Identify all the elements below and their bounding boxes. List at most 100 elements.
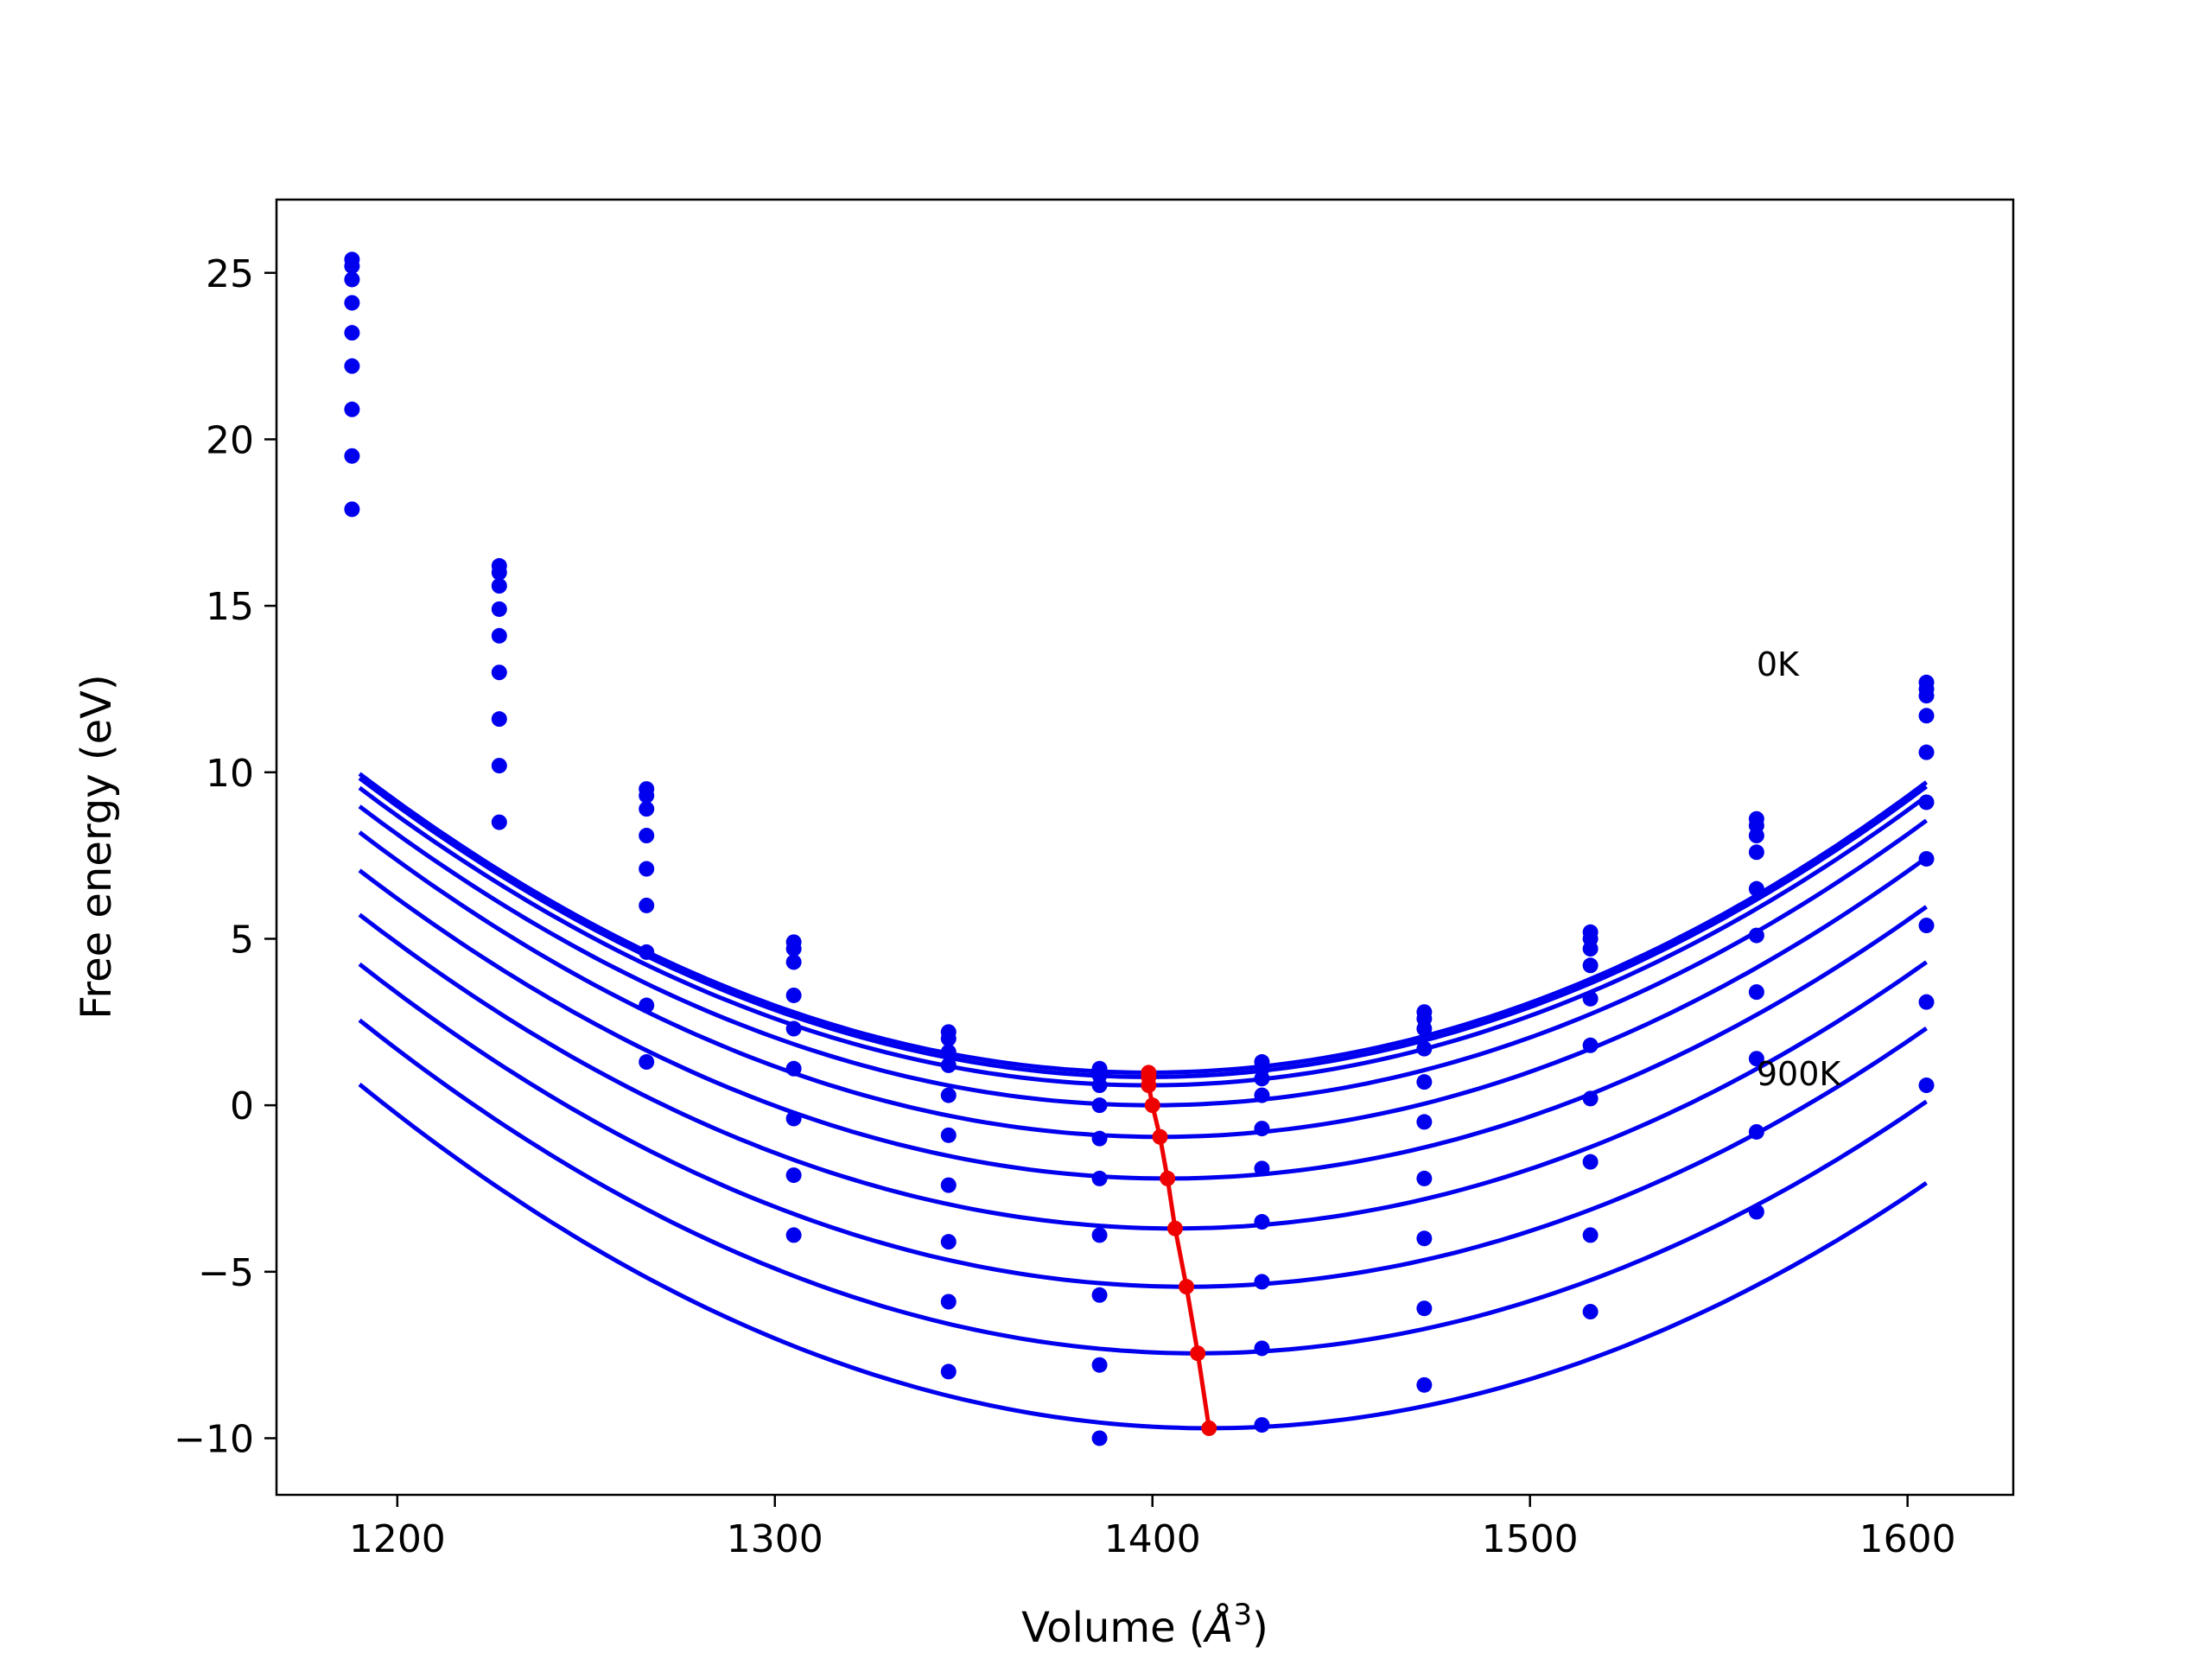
data-point xyxy=(639,801,655,817)
data-point xyxy=(1748,880,1764,897)
data-point xyxy=(1091,1097,1108,1114)
data-point xyxy=(1091,1430,1108,1446)
data-point xyxy=(1254,1274,1270,1290)
x-tick-label: 1600 xyxy=(1859,1517,1956,1561)
data-points xyxy=(344,251,1935,1446)
data-point xyxy=(1416,1300,1433,1317)
data-point xyxy=(1416,1376,1433,1393)
fit-curve-9 xyxy=(358,1083,1928,1431)
x-tick-label: 1400 xyxy=(1104,1517,1201,1561)
data-point xyxy=(639,897,655,913)
data-point xyxy=(639,944,655,960)
x-tick-label: 1300 xyxy=(727,1517,823,1561)
data-point xyxy=(491,578,507,594)
data-point xyxy=(344,501,360,518)
data-point xyxy=(491,627,507,644)
data-point xyxy=(785,954,802,970)
data-point xyxy=(1254,1340,1270,1357)
fit-curve-3 xyxy=(358,804,1928,1108)
data-point xyxy=(491,664,507,681)
data-point xyxy=(1918,688,1935,704)
data-point xyxy=(344,325,360,341)
data-point xyxy=(639,1054,655,1071)
fit-curve-4 xyxy=(358,830,1928,1140)
data-point xyxy=(1091,1170,1108,1186)
data-point xyxy=(785,987,802,1003)
fit-curve-5 xyxy=(358,868,1928,1181)
y-axis-label: Free energy (eV) xyxy=(73,674,121,1019)
data-point xyxy=(344,448,360,464)
data-point xyxy=(1091,1287,1108,1303)
minimum-point xyxy=(1201,1420,1217,1436)
data-point xyxy=(940,1087,957,1103)
data-point xyxy=(940,1294,957,1310)
data-point xyxy=(1254,1160,1270,1177)
data-point xyxy=(785,1020,802,1037)
data-point xyxy=(1918,994,1935,1010)
data-point xyxy=(1254,1071,1270,1087)
data-point xyxy=(491,814,507,830)
y-tick-label: 15 xyxy=(206,585,254,629)
data-point xyxy=(1748,844,1764,861)
data-point xyxy=(1091,1077,1108,1094)
data-point xyxy=(785,1110,802,1127)
data-point xyxy=(1582,941,1599,957)
fit-curve-6 xyxy=(358,912,1928,1231)
data-point xyxy=(940,1031,957,1047)
data-point xyxy=(1254,1087,1270,1103)
x-axis-label: Volume (Å3) xyxy=(1021,1598,1268,1652)
minimum-point xyxy=(1160,1170,1176,1186)
data-point xyxy=(1748,984,1764,1001)
data-point xyxy=(1091,1357,1108,1373)
data-point xyxy=(639,997,655,1014)
data-point xyxy=(785,941,802,957)
minimum-point xyxy=(1144,1097,1160,1114)
data-point xyxy=(1918,850,1935,867)
data-point xyxy=(1416,1230,1433,1247)
annotation-label: 900K xyxy=(1757,1055,1842,1093)
data-point xyxy=(491,564,507,581)
data-point xyxy=(1582,990,1599,1007)
data-point xyxy=(491,711,507,728)
data-point xyxy=(1254,1214,1270,1230)
data-point xyxy=(344,258,360,275)
minimum-point xyxy=(1190,1345,1206,1362)
y-tick-label: 0 xyxy=(230,1084,254,1128)
y-tick-label: −10 xyxy=(174,1417,254,1461)
data-point xyxy=(1748,1051,1764,1067)
data-point xyxy=(344,358,360,374)
data-point xyxy=(785,1060,802,1077)
data-point xyxy=(1582,1037,1599,1053)
data-point xyxy=(1416,1170,1433,1186)
data-point xyxy=(1254,1121,1270,1137)
data-point xyxy=(1748,1123,1764,1140)
data-point xyxy=(940,1044,957,1060)
x-tick-label: 1200 xyxy=(349,1517,446,1561)
data-point xyxy=(1582,1154,1599,1170)
data-point xyxy=(1416,1020,1433,1037)
data-point xyxy=(1582,1227,1599,1243)
data-point xyxy=(1091,1227,1108,1243)
data-point xyxy=(639,828,655,844)
x-axis-ticks: 1200 1300 1400 1500 1600 xyxy=(349,1495,1956,1561)
minimum-point xyxy=(1166,1220,1183,1236)
data-point xyxy=(1748,828,1764,844)
data-point xyxy=(1582,957,1599,974)
data-point xyxy=(1582,1304,1599,1320)
data-point xyxy=(940,1363,957,1380)
data-point xyxy=(1918,744,1935,760)
data-point xyxy=(1254,1417,1270,1433)
data-point xyxy=(1748,927,1764,944)
data-point xyxy=(940,1127,957,1143)
data-point xyxy=(1091,1130,1108,1147)
minimum-point xyxy=(1152,1128,1168,1145)
data-point xyxy=(1416,1040,1433,1057)
axes-frame xyxy=(275,198,2015,1497)
data-point xyxy=(1918,708,1935,724)
data-point xyxy=(344,401,360,417)
data-point xyxy=(344,295,360,311)
y-tick-label: 5 xyxy=(230,918,254,962)
x-tick-label: 1500 xyxy=(1482,1517,1579,1561)
